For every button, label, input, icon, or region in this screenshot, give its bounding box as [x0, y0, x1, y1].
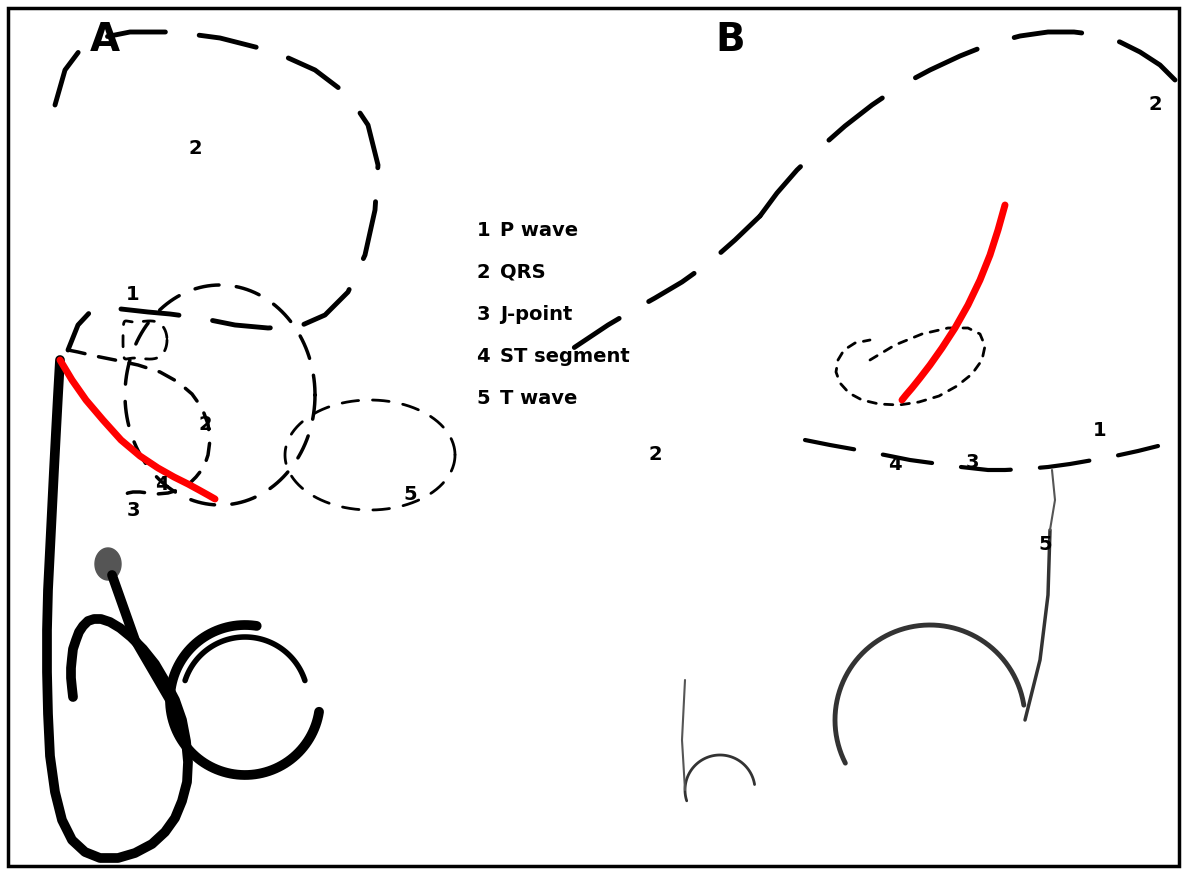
Text: 1: 1 [1093, 420, 1106, 440]
Text: B: B [716, 21, 744, 59]
Text: 2: 2 [189, 138, 202, 157]
Text: 5: 5 [1039, 536, 1052, 554]
Text: A: A [90, 21, 120, 59]
Text: 3: 3 [965, 454, 979, 473]
Text: 5: 5 [404, 485, 417, 504]
Text: ST segment: ST segment [500, 346, 630, 365]
Text: 3: 3 [126, 502, 140, 521]
Text: QRS: QRS [500, 262, 546, 281]
Text: 4: 4 [888, 455, 902, 475]
Text: 5: 5 [476, 389, 490, 407]
Text: 3: 3 [476, 304, 490, 323]
Text: 2: 2 [198, 415, 211, 434]
Text: P wave: P wave [500, 220, 578, 239]
Text: 4: 4 [155, 475, 169, 494]
Text: 4: 4 [476, 346, 490, 365]
Text: T wave: T wave [500, 389, 577, 407]
Text: 2: 2 [476, 262, 490, 281]
Text: 2: 2 [1148, 95, 1162, 114]
Text: 2: 2 [648, 446, 662, 464]
Polygon shape [95, 548, 121, 580]
Text: 1: 1 [126, 286, 140, 304]
Text: 1: 1 [476, 220, 490, 239]
Text: J-point: J-point [500, 304, 572, 323]
